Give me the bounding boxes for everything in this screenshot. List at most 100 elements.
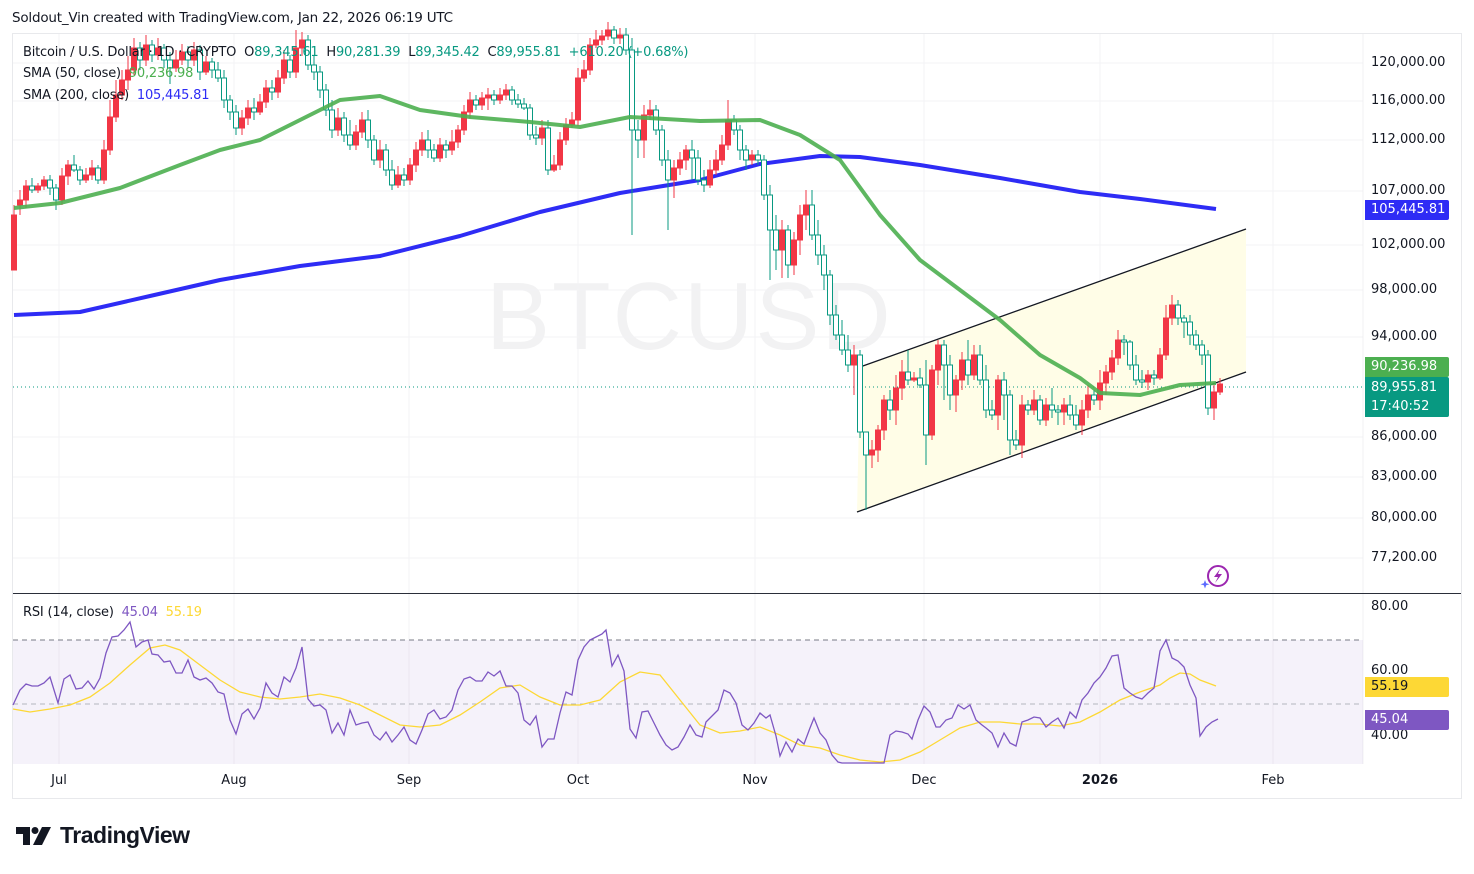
candle-body <box>509 89 515 101</box>
candle-body <box>359 119 365 133</box>
candle-body <box>83 174 89 181</box>
candle-body <box>803 204 809 216</box>
candle-body <box>1133 364 1139 381</box>
candle-body <box>761 159 767 196</box>
candle-body <box>557 139 563 166</box>
alert-lightning-icon[interactable] <box>1199 563 1233 589</box>
candle-body <box>893 387 899 411</box>
candle-body <box>251 107 257 113</box>
time-tick-label: Dec <box>911 773 937 788</box>
candle-body <box>455 129 461 143</box>
candle-body <box>533 134 539 139</box>
candle-body <box>287 59 293 73</box>
channel-upper-line <box>859 228 1247 368</box>
symbol-legend[interactable]: Bitcoin / U.S. Dollar · 1D · CRYPTO O89,… <box>23 45 689 60</box>
candle-body <box>1085 394 1091 411</box>
high-value: 90,281.39 <box>335 45 401 60</box>
candle-body <box>215 69 221 79</box>
candle-body <box>1127 341 1133 366</box>
candle-body <box>677 159 683 169</box>
candle-body <box>167 59 173 69</box>
candle-body <box>659 129 665 161</box>
candle-body <box>701 179 707 186</box>
candle-body <box>791 239 797 266</box>
candle-body <box>1007 394 1013 441</box>
candle-body <box>1157 354 1163 379</box>
candle-body <box>611 29 617 39</box>
candle-body <box>125 69 131 81</box>
candle-body <box>881 399 887 431</box>
candle-body <box>191 49 197 61</box>
candle-body <box>713 159 719 171</box>
candle-body <box>1145 374 1151 383</box>
candle-body <box>491 94 497 101</box>
candle-body <box>71 164 77 171</box>
sma50-price-tag: 90,236.98 <box>1365 357 1449 377</box>
candle-body <box>683 149 689 161</box>
candle-body <box>245 107 251 119</box>
candle-body <box>785 229 791 266</box>
candle-body <box>875 429 881 451</box>
candle-body <box>587 44 593 71</box>
candle-body <box>671 167 677 181</box>
time-tick-label: 2026 <box>1081 773 1119 788</box>
candle-body <box>413 149 419 166</box>
tradingview-logo-icon <box>16 826 51 845</box>
candle-body <box>695 157 701 181</box>
change-value: +610.20 (+0.68%) <box>568 45 689 60</box>
candle-body <box>1121 339 1127 343</box>
candle-body <box>665 159 671 181</box>
tradingview-brand[interactable]: TradingView <box>16 822 190 849</box>
chart-frame <box>12 33 1462 799</box>
last-price-tag: 89,955.81 17:40:52 <box>1365 377 1449 417</box>
last-price-value: 89,955.81 <box>1371 380 1438 395</box>
rsi-tag: 45.04 <box>1365 710 1449 730</box>
candle-body <box>1055 409 1061 413</box>
candle-body <box>995 379 1001 416</box>
candle-body <box>1013 439 1019 446</box>
candle-body <box>515 99 521 105</box>
candle-body <box>41 179 47 187</box>
candle-body <box>365 119 371 141</box>
candle-body <box>137 47 143 61</box>
candle-body <box>209 61 215 71</box>
rsi-ma-value: 55.19 <box>165 605 202 620</box>
candle-body <box>959 359 965 381</box>
sma200-legend[interactable]: SMA (200, close) 105,445.81 <box>23 88 210 103</box>
channel-fill <box>857 229 1246 512</box>
candle-body <box>1073 414 1079 426</box>
candle-body <box>617 34 623 39</box>
candle-body <box>1151 374 1157 379</box>
candle-body <box>899 371 905 389</box>
price-tick-label: 83,000.00 <box>1371 469 1438 484</box>
candle-body <box>17 199 23 206</box>
candle-body <box>371 139 377 161</box>
candle-body <box>377 149 383 161</box>
candle-body <box>941 344 947 366</box>
candle-body <box>383 149 389 171</box>
candle-body <box>227 99 233 113</box>
sma50-legend[interactable]: SMA (50, close) 90,236.98 <box>23 66 194 81</box>
candle-body <box>953 379 959 396</box>
candle-body <box>1115 339 1121 359</box>
candle-body <box>263 87 269 103</box>
candle-body <box>53 187 59 201</box>
candle-body <box>575 77 581 121</box>
rsi-legend[interactable]: RSI (14, close) 45.04 55.19 <box>23 605 202 620</box>
candle-body <box>89 167 95 176</box>
candle-body <box>797 214 803 241</box>
candle-body <box>827 274 833 316</box>
candle-body <box>353 131 359 146</box>
price-tick-label: 77,200.00 <box>1371 550 1438 565</box>
candle-body <box>113 94 119 118</box>
candle-body <box>989 409 995 416</box>
time-tick-label: Oct <box>566 773 590 788</box>
candle-body <box>1091 394 1097 401</box>
candle-body <box>965 359 971 376</box>
candle-body <box>1139 379 1145 383</box>
candle-body <box>275 77 281 93</box>
candle-body <box>233 111 239 129</box>
candle-body <box>833 314 839 336</box>
candle-body <box>983 379 989 411</box>
